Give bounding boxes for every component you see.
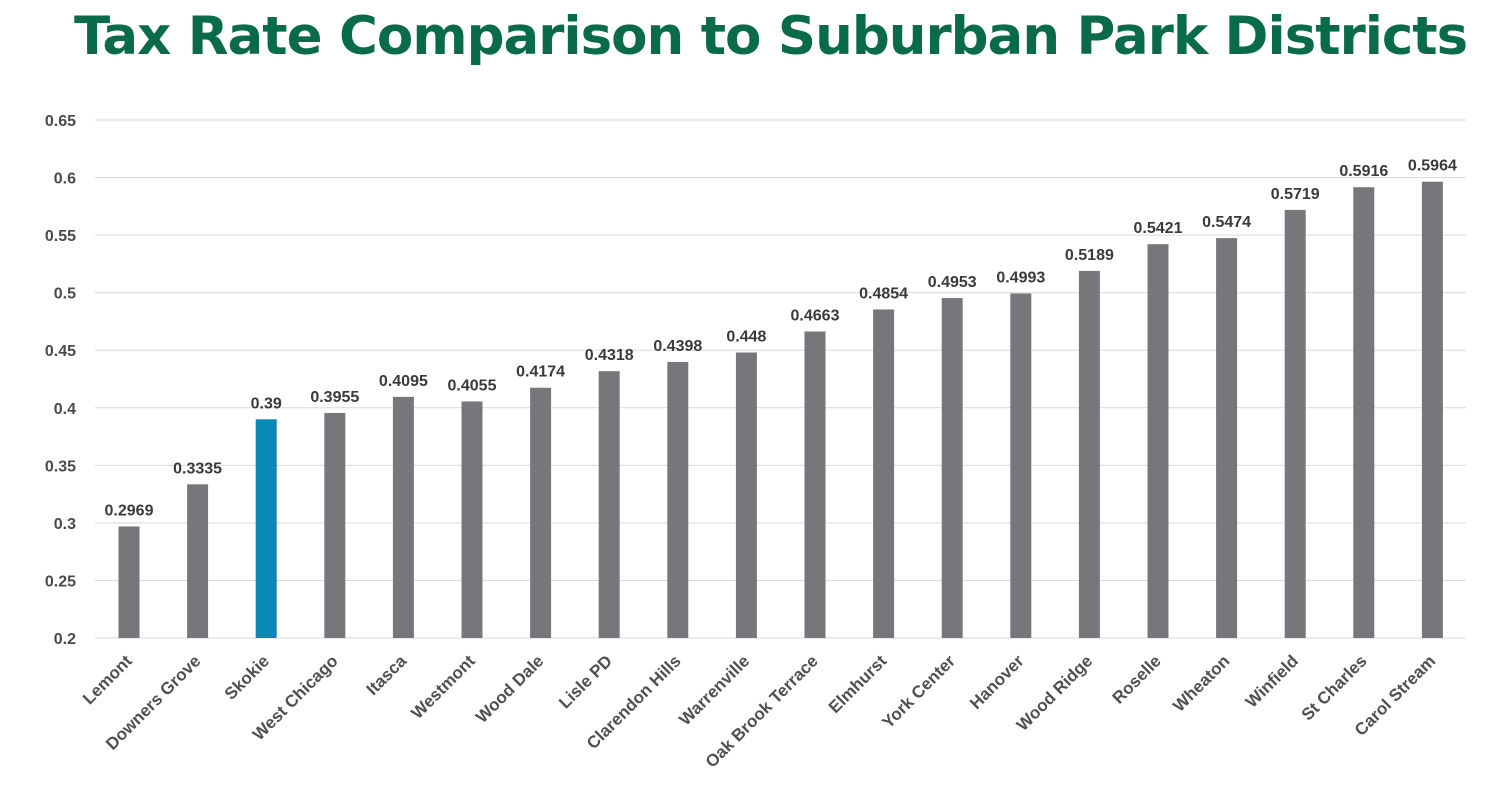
- bar: [598, 371, 620, 638]
- x-category-label: Skokie: [221, 651, 273, 703]
- data-label: 0.3335: [173, 460, 222, 477]
- bar: [118, 526, 140, 638]
- x-category-label: Lisle PD: [555, 651, 616, 712]
- y-tick-label: 0.55: [45, 228, 76, 245]
- data-label: 0.4993: [996, 269, 1045, 286]
- x-category-label: Winfield: [1242, 651, 1302, 711]
- data-label: 0.4953: [928, 274, 977, 291]
- y-tick-label: 0.65: [45, 113, 76, 130]
- bar: [1078, 270, 1100, 638]
- data-label: 0.4318: [585, 347, 634, 364]
- bar: [255, 419, 277, 638]
- bar: [1147, 244, 1169, 638]
- y-tick-label: 0.5: [54, 286, 76, 303]
- data-labels: 0.2969 0.3335 0.39 0.3955 0.4095 0.4055 0.4174…: [105, 158, 1457, 520]
- bars: [118, 181, 1443, 638]
- data-label: 0.4055: [448, 377, 497, 394]
- y-axis-tick-labels: 0.2 0.25 0.3 0.35 0.4 0.45 0.5 0.55 0.6 0.65: [45, 113, 76, 648]
- bar: [735, 352, 757, 638]
- data-label: 0.5474: [1202, 214, 1251, 231]
- x-category-label: Lemont: [79, 651, 136, 708]
- y-tick-label: 0.45: [45, 343, 76, 360]
- x-category-label: Itasca: [363, 651, 411, 699]
- gridlines: [95, 119, 1466, 639]
- data-label: 0.2969: [105, 502, 154, 519]
- bar: [873, 309, 895, 638]
- y-tick-label: 0.25: [45, 573, 76, 590]
- data-label: 0.4398: [653, 338, 702, 355]
- x-category-label: Roselle: [1109, 651, 1165, 707]
- data-label: 0.5421: [1134, 220, 1183, 237]
- data-label: 0.4174: [516, 364, 565, 381]
- y-tick-label: 0.35: [45, 458, 76, 475]
- x-category-label: York Center: [878, 651, 959, 732]
- data-label: 0.448: [726, 329, 766, 346]
- x-category-label: Wood Dale: [472, 651, 547, 726]
- x-category-label: Wheaton: [1169, 651, 1233, 715]
- bar: [324, 412, 346, 638]
- y-tick-label: 0.4: [54, 401, 76, 418]
- bar: [1353, 187, 1375, 638]
- x-category-label: Westmont: [408, 651, 480, 723]
- data-label: 0.3955: [310, 389, 359, 406]
- data-label: 0.5189: [1065, 247, 1114, 264]
- data-label: 0.39: [251, 395, 282, 412]
- bar: [804, 331, 826, 638]
- bar: [1421, 181, 1443, 638]
- bar: [1010, 293, 1032, 638]
- data-label: 0.4095: [379, 373, 428, 390]
- bar: [941, 298, 963, 638]
- bar: [461, 401, 483, 638]
- bar: [187, 484, 209, 638]
- bar: [1216, 238, 1238, 638]
- bar: [392, 396, 414, 638]
- y-tick-label: 0.2: [54, 631, 76, 648]
- y-tick-label: 0.3: [54, 516, 76, 533]
- bar: [1284, 209, 1306, 638]
- bar: [667, 361, 689, 638]
- x-category-label: Hanover: [966, 651, 1028, 713]
- data-label: 0.5964: [1408, 158, 1457, 175]
- x-category-label: St Charles: [1298, 651, 1371, 724]
- y-tick-label: 0.6: [54, 171, 76, 188]
- data-label: 0.4663: [791, 307, 840, 324]
- x-category-label: Elmhurst: [825, 651, 891, 717]
- x-category-label: Oak Brook Terrace: [702, 651, 822, 771]
- data-label: 0.5916: [1339, 163, 1388, 180]
- bar: [530, 387, 552, 638]
- data-label: 0.5719: [1271, 186, 1320, 203]
- page-title: Tax Rate Comparison to Suburban Park Dis…: [74, 6, 1468, 67]
- data-label: 0.4854: [859, 285, 908, 302]
